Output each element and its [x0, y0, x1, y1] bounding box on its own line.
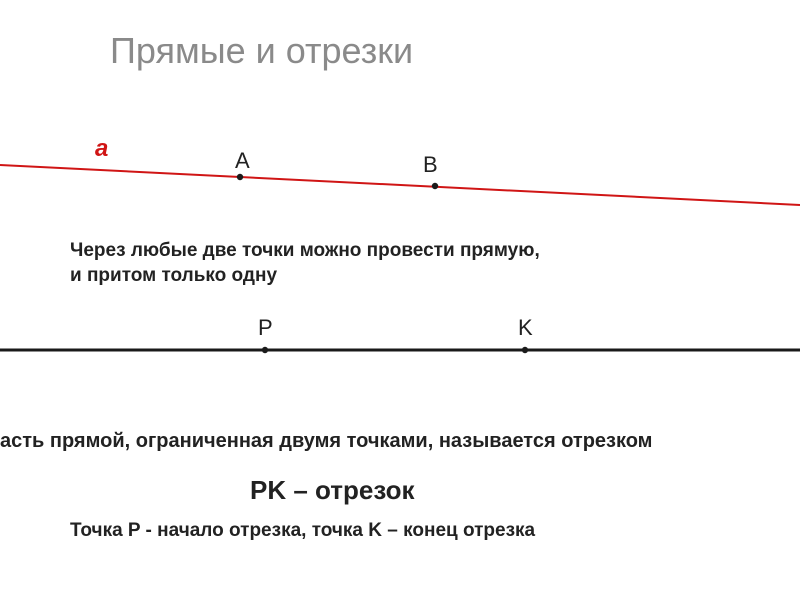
- point-b-dot: [432, 183, 438, 189]
- point-k-dot: [522, 347, 528, 353]
- geometry-canvas: [0, 0, 800, 600]
- point-p-dot: [262, 347, 268, 353]
- line-a: [0, 165, 800, 205]
- axiom-line1: Через любые две точки можно провести пря…: [70, 240, 540, 262]
- point-k-label: K: [518, 315, 533, 341]
- point-a-dot: [237, 174, 243, 180]
- slide-title: Прямые и отрезки: [110, 30, 413, 72]
- axiom-line2: и притом только одну: [70, 265, 277, 287]
- point-p-label: P: [258, 315, 273, 341]
- segment-definition: асть прямой, ограниченная двумя точками,…: [0, 430, 652, 453]
- segment-name: PK – отрезок: [250, 475, 415, 506]
- segment-endpoints-text: Точка P - начало отрезка, точка K – коне…: [70, 520, 535, 542]
- point-a-label: A: [235, 148, 250, 174]
- line-a-label: a: [95, 135, 108, 163]
- point-b-label: B: [423, 152, 438, 178]
